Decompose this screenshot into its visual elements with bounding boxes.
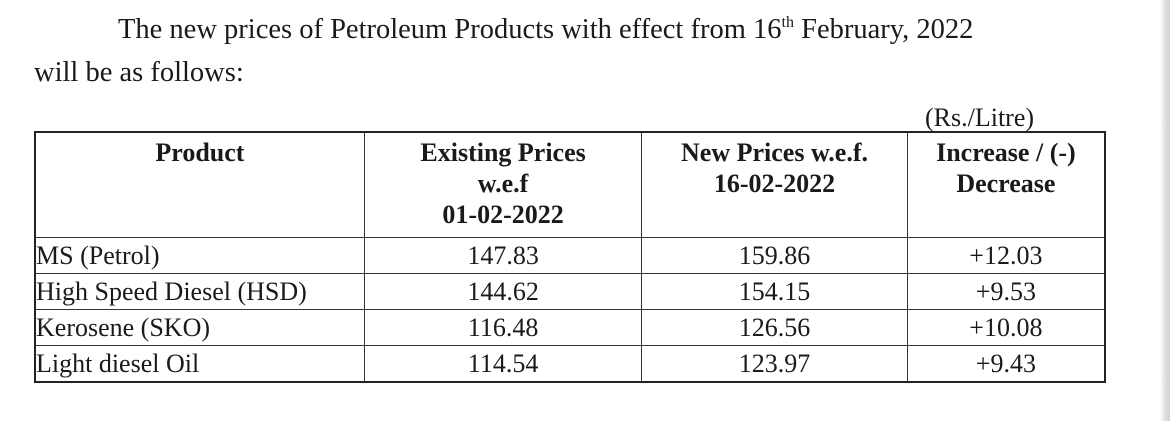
header-existing-prices: Existing Prices w.e.f 01-02-2022 — [363, 131, 643, 238]
new-price-cell: 126.56 — [641, 309, 908, 346]
table-row: Light diesel Oil 114.54 123.97 +9.43 — [34, 345, 1106, 383]
unit-note: (Rs./Litre) — [925, 103, 1035, 132]
header-existing-line: w.e.f — [477, 169, 529, 198]
price-change-cell: +12.03 — [906, 237, 1106, 274]
existing-price-cell: 114.54 — [363, 345, 643, 383]
price-change-cell: +9.43 — [906, 345, 1106, 383]
header-product-label: Product — [155, 138, 245, 167]
notice-paragraph: The new prices of Petroleum Products wit… — [34, 8, 1144, 94]
table-row: High Speed Diesel (HSD) 144.62 154.15 +9… — [34, 273, 1106, 310]
price-change-cell: +10.08 — [906, 309, 1106, 346]
header-existing-line: Existing Prices — [420, 138, 586, 167]
existing-price-cell: 116.48 — [363, 309, 643, 346]
existing-price-cell: 144.62 — [363, 273, 643, 310]
header-change-line: Decrease — [956, 169, 1056, 198]
table-header-row: Product Existing Prices w.e.f 01-02-2022… — [34, 131, 1106, 238]
header-change: Increase / (-) Decrease — [906, 131, 1106, 238]
notice-line1-prefix: The new prices of Petroleum Products wit… — [118, 14, 782, 45]
existing-price-cell: 147.83 — [363, 237, 643, 274]
ordinal-superscript: th — [781, 14, 794, 31]
header-new-line: 16-02-2022 — [713, 169, 836, 198]
product-name-cell: High Speed Diesel (HSD) — [34, 273, 365, 310]
notice-line2: will be as follows: — [34, 57, 244, 88]
table-row: Kerosene (SKO) 116.48 126.56 +10.08 — [34, 309, 1106, 346]
price-table: Product Existing Prices w.e.f 01-02-2022… — [34, 131, 1106, 383]
notice-line1-suffix: February, 2022 — [793, 14, 974, 45]
header-change-line: Increase / (-) — [936, 138, 1076, 167]
product-name-cell: Light diesel Oil — [34, 345, 365, 383]
header-new-prices: New Prices w.e.f. 16-02-2022 — [641, 131, 908, 238]
header-existing-line: 01-02-2022 — [442, 200, 564, 229]
new-price-cell: 123.97 — [641, 345, 908, 383]
table-row: MS (Petrol) 147.83 159.86 +12.03 — [34, 237, 1106, 274]
header-new-line: New Prices w.e.f. — [681, 138, 869, 167]
new-price-cell: 154.15 — [641, 273, 908, 310]
price-change-cell: +9.53 — [906, 273, 1106, 310]
new-price-cell: 159.86 — [641, 237, 908, 274]
product-name-cell: Kerosene (SKO) — [34, 309, 365, 346]
product-name-cell: MS (Petrol) — [34, 237, 365, 274]
header-product: Product — [34, 131, 365, 238]
page-edge-shadow — [1160, 0, 1170, 421]
